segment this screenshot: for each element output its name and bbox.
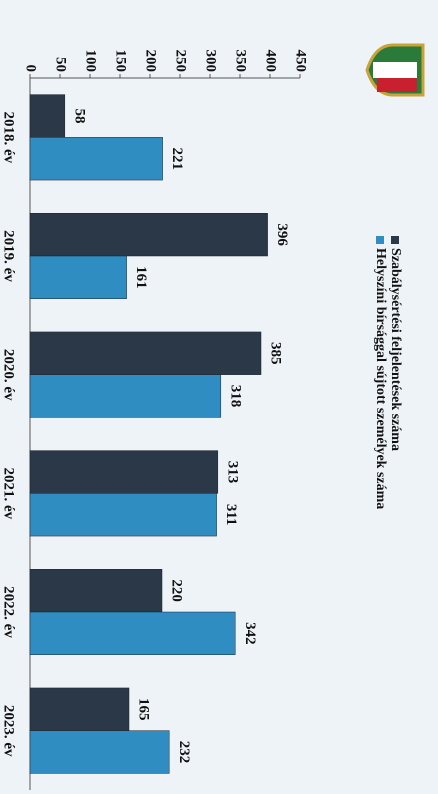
data-label: 396 <box>274 223 290 246</box>
legend-swatch <box>391 236 399 244</box>
legend-swatch <box>376 236 384 244</box>
x-tick-label: 2021. év <box>1 467 17 519</box>
data-label: 165 <box>136 698 152 721</box>
x-tick-label: 2022. év <box>1 586 17 638</box>
x-tick-label: 2019. év <box>1 230 17 282</box>
bar <box>29 137 163 181</box>
data-label: 232 <box>176 741 192 764</box>
y-tick-label: 450 <box>293 50 309 73</box>
y-tick-label: 150 <box>113 50 129 73</box>
bar <box>29 611 236 655</box>
bar <box>29 569 163 613</box>
bar <box>29 213 268 257</box>
data-label: 385 <box>268 342 284 365</box>
bar <box>29 331 262 375</box>
data-label: 161 <box>133 266 149 289</box>
bar <box>29 255 127 299</box>
y-tick-label: 200 <box>143 50 159 73</box>
x-tick-label: 2018. év <box>1 111 17 163</box>
y-tick-label: 100 <box>83 50 99 73</box>
data-label: 221 <box>169 147 185 170</box>
y-tick-label: 300 <box>203 50 219 73</box>
data-label: 220 <box>169 579 185 602</box>
data-label: 311 <box>223 504 239 526</box>
data-label: 313 <box>224 461 240 484</box>
y-tick-label: 50 <box>53 57 69 72</box>
y-tick-label: 350 <box>233 50 249 73</box>
logo <box>365 43 425 97</box>
bar <box>29 730 170 774</box>
y-tick-label: 0 <box>23 65 39 73</box>
bar <box>29 687 130 731</box>
rotated-chart: 0 50 100 150 200 250 300 350 400 450 2018. év 58 221… <box>1 43 425 790</box>
data-label: 342 <box>242 622 258 645</box>
x-tick-label: 2020. év <box>1 349 17 401</box>
bar <box>29 374 222 418</box>
legend-label: Helyszíni bírsággal sújtott személyek sz… <box>373 248 388 509</box>
legend-label: Szabálysértési feljelentések száma <box>388 248 403 451</box>
data-label: 318 <box>227 385 243 408</box>
x-tick-label: 2023. év <box>1 705 17 757</box>
bar <box>29 450 219 494</box>
bar <box>29 493 217 537</box>
y-tick-label: 400 <box>263 50 279 73</box>
y-tick-label: 250 <box>173 50 189 73</box>
bar <box>29 94 66 138</box>
data-label: 58 <box>71 108 87 123</box>
